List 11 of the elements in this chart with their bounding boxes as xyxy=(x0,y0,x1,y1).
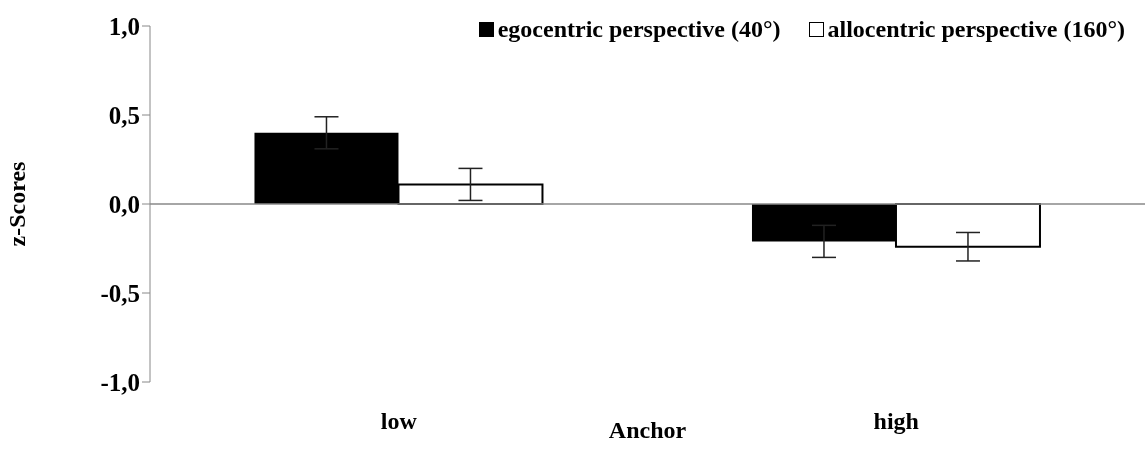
y-tick-label: -1,0 xyxy=(100,368,140,396)
legend-label: allocentric perspective (160°) xyxy=(827,16,1125,43)
legend-label: egocentric perspective (40°) xyxy=(497,16,781,43)
y-tick-label: 0,0 xyxy=(108,190,140,218)
y-axis-title: z-Scores xyxy=(3,161,30,247)
y-tick-label: -0,5 xyxy=(100,279,140,307)
y-tick-label: 1,0 xyxy=(108,12,140,40)
x-tick-label: low xyxy=(380,408,418,435)
y-tick-label: 0,5 xyxy=(108,101,140,129)
x-tick-label: high xyxy=(873,408,919,435)
x-axis-title: Anchor xyxy=(608,417,687,443)
